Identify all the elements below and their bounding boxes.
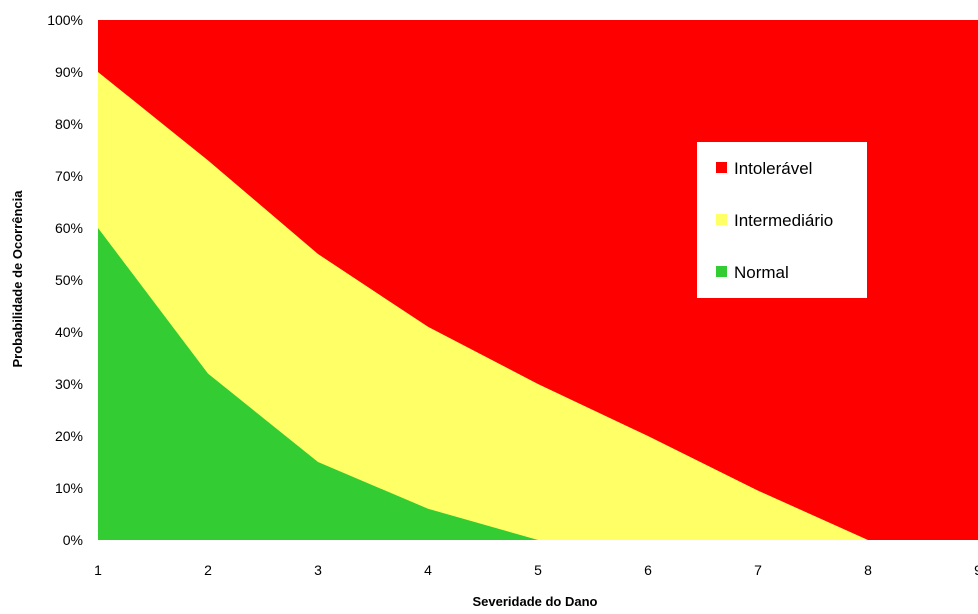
x-tick-label: 1 (94, 562, 102, 578)
legend: Intolerável Intermediário Normal (697, 142, 867, 298)
y-axis: 0% 10% 20% 30% 40% 50% 60% 70% 80% 90% 100% (47, 12, 83, 548)
area-intermediario (98, 72, 978, 540)
y-tick-label: 70% (55, 168, 83, 184)
y-tick-label: 10% (55, 480, 83, 496)
legend-swatch-intoleravel (716, 162, 727, 173)
legend-swatch-normal (716, 266, 727, 277)
y-tick-label: 60% (55, 220, 83, 236)
y-tick-label: 40% (55, 324, 83, 340)
y-tick-label: 80% (55, 116, 83, 132)
x-tick-label: 3 (314, 562, 322, 578)
y-axis-title: Probabilidade de Ocorrência (10, 190, 25, 368)
y-tick-label: 50% (55, 272, 83, 288)
x-axis-title: Severidade do Dano (473, 594, 598, 609)
y-tick-label: 90% (55, 64, 83, 80)
x-tick-label: 7 (754, 562, 762, 578)
y-tick-label: 100% (47, 12, 83, 28)
y-tick-label: 20% (55, 428, 83, 444)
x-tick-label: 2 (204, 562, 212, 578)
y-tick-label: 30% (55, 376, 83, 392)
legend-label-intoleravel: Intolerável (734, 159, 812, 178)
x-tick-label: 5 (534, 562, 542, 578)
legend-label-intermediario: Intermediário (734, 211, 833, 230)
x-tick-label: 4 (424, 562, 432, 578)
x-axis: 1 2 3 4 5 6 7 8 9 (94, 562, 978, 578)
x-tick-label: 8 (864, 562, 872, 578)
x-tick-label: 9 (974, 562, 978, 578)
legend-label-normal: Normal (734, 263, 789, 282)
x-tick-label: 6 (644, 562, 652, 578)
y-tick-label: 0% (63, 532, 83, 548)
legend-items: Intolerável Intermediário Normal (716, 159, 833, 282)
area-normal (98, 228, 978, 540)
legend-swatch-intermediario (716, 214, 727, 225)
